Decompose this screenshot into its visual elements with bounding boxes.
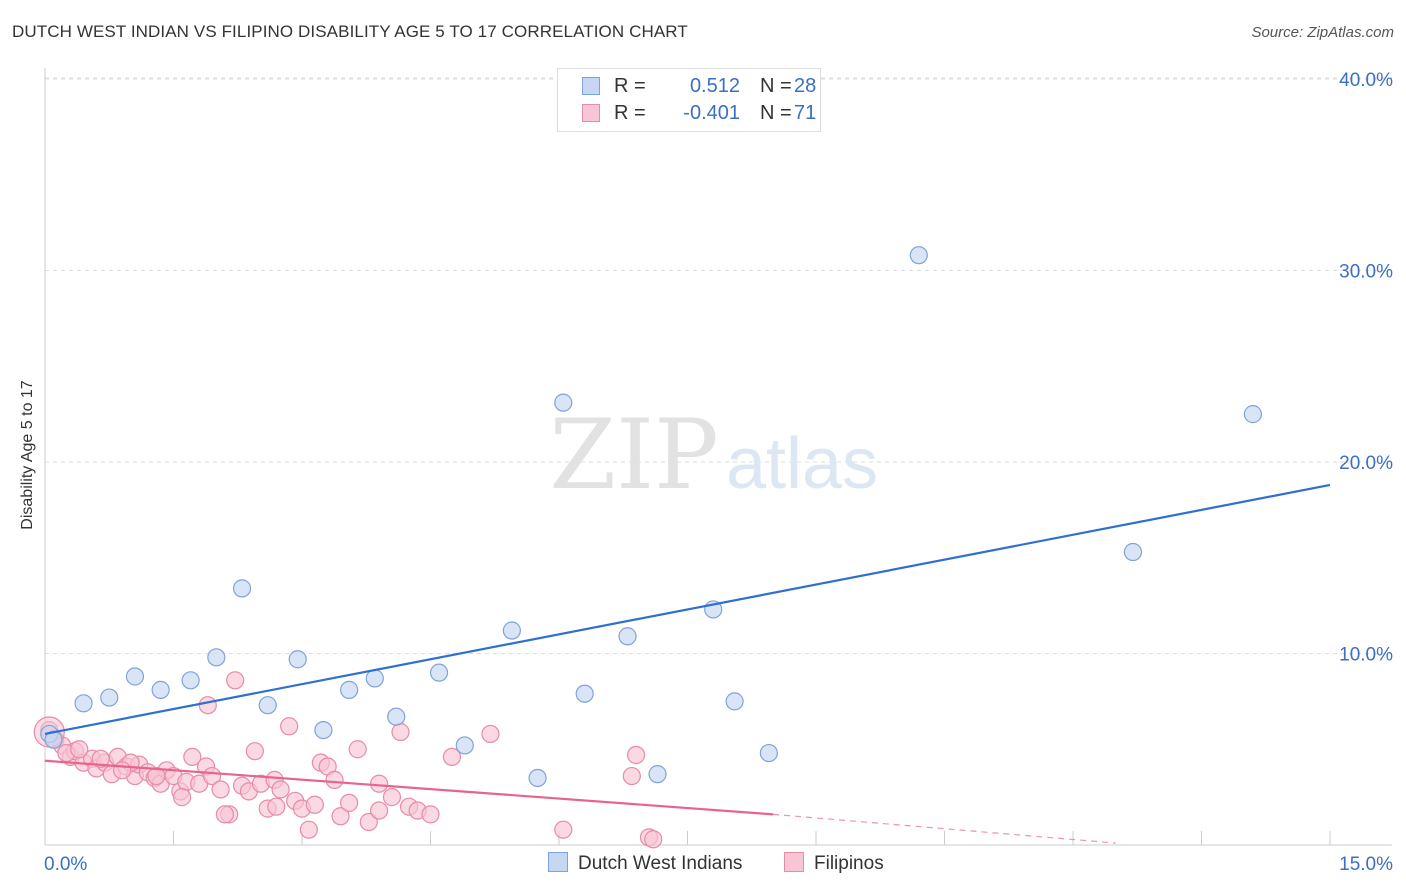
grid-lines [45,77,1392,654]
filipino-point [245,742,264,761]
legend-n-label: N = [760,102,792,124]
dutch-west-indian-point [1123,542,1143,562]
filipino-point [91,749,110,768]
bottom-legend-label-pink: Filipinos [814,853,884,874]
dutch-west-indian-point [125,667,145,686]
watermark: ZIP atlas [549,399,878,511]
filipino-point [442,747,462,767]
legend-r-label: R = [614,102,646,124]
bottom-legend-swatch-pink [784,852,804,872]
watermark-zip: ZIP [549,399,718,511]
trend-lines [44,483,1331,844]
y-tick-label: 30.0% [1339,262,1393,283]
filipino-point [267,797,286,816]
legend-swatch-blue [582,77,600,95]
filipino-point [226,671,245,690]
dutch-west-indian-point [100,688,119,707]
dutch-west-indian-point [618,627,637,646]
y-tick-label: 10.0% [1339,645,1393,666]
bottom-legend-label-blue: Dutch West Indians [578,853,743,874]
dutch-west-indian-point [1243,405,1263,424]
legend-r-value: 0.512 [689,75,740,97]
filipino-point [112,761,132,780]
filipino-trend-line [44,759,774,816]
dutch-west-indian-point [207,648,226,667]
filipino-point [271,780,290,799]
correlation-legend: R = 0.512 N = 28 R = -0.401 N = 71 [557,68,821,132]
dutch-west-indian-point [232,579,252,598]
bottom-legend-filipinos: Filipinos [784,852,884,875]
legend-n-label: N = [760,75,792,97]
legend-n-value: 71 [794,102,817,124]
dutch-west-indian-point [502,621,521,640]
x-tick-label-max: 15.0% [1339,854,1393,875]
filipino-point [331,807,350,826]
filipino-trend-line-extension [773,813,1116,844]
legend-r-value: -0.401 [683,102,740,124]
bottom-legend-dutch-west-indians: Dutch West Indians [548,852,742,875]
filipino-point [198,696,217,715]
dutch-west-indian-point [648,765,667,784]
filipino-point [215,805,234,824]
filipino-point [147,766,166,786]
dutch-west-indian-point [528,768,547,788]
filipino-point [554,820,573,839]
dutch-west-indian-points [40,246,1263,788]
dutch-west-indian-point [554,393,573,412]
filipino-point [172,788,192,807]
filipino-point [421,805,440,824]
filipino-point [211,780,230,799]
tick-labels: 10.0% 20.0% 30.0% 40.0% 0.0% 15.0% [44,70,1393,875]
dutch-west-indian-point [725,692,744,711]
filipino-point [622,766,641,786]
dutch-west-indian-point [455,736,474,755]
filipino-point [280,717,299,736]
filipino-point [183,747,202,767]
dutch-west-indian-point [759,743,778,763]
chart-title: DUTCH WEST INDIAN VS FILIPINO DISABILITY… [12,22,688,41]
y-tick-label: 40.0% [1339,70,1393,91]
filipino-point [359,812,378,832]
legend-swatch-pink [582,104,600,122]
dutch-west-indian-trend-line [44,483,1331,736]
filipino-point [370,801,389,820]
dutch-west-indian-point [340,680,359,699]
filipino-point [70,740,89,759]
dutch-west-indian-point [429,663,449,682]
y-tick-label: 20.0% [1339,453,1393,474]
filipino-point [481,724,500,744]
dutch-west-indian-point [909,246,928,265]
filipino-point [626,745,646,765]
source-label: Source: ZipAtlas.com [1251,24,1394,41]
dutch-west-indian-point [387,707,406,726]
dutch-west-indian-point [151,680,170,699]
legend-n-value: 28 [794,75,817,97]
filipino-point [340,793,359,812]
filipino-point [391,722,410,742]
filipino-point [325,770,344,789]
dutch-west-indian-point [365,669,384,688]
filipino-point [644,830,663,849]
dutch-west-indian-point [575,684,594,703]
dutch-west-indian-point [314,720,333,740]
dutch-west-indian-point [258,696,277,715]
bottom-legend-swatch-blue [548,852,568,872]
axes [44,68,1392,846]
x-tick-label-min: 0.0% [44,854,87,875]
watermark-atlas: atlas [726,424,878,504]
dutch-west-indian-point [288,650,307,669]
dutch-west-indian-point [74,694,93,713]
filipino-point [382,788,402,807]
dutch-west-indian-point [181,671,200,690]
legend-r-label: R = [614,75,646,97]
filipino-point [299,820,318,839]
filipino-point [348,740,367,759]
filipino-point [305,795,324,814]
filipino-point [370,774,389,793]
